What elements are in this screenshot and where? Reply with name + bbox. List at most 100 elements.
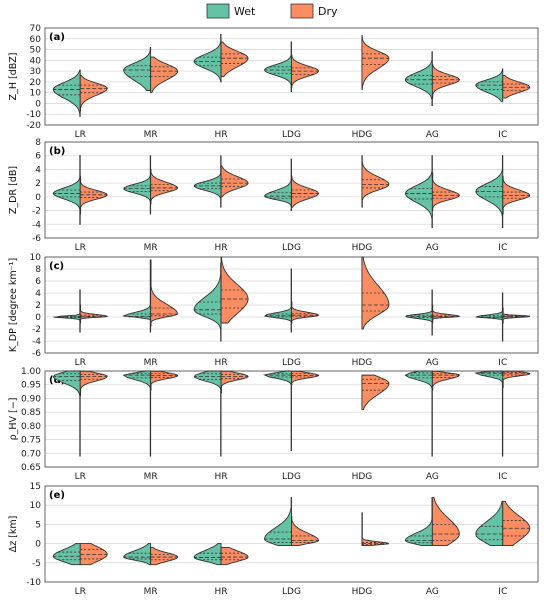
- y-tick-label: 50: [30, 46, 42, 56]
- x-tick-label-mr: MR: [144, 243, 158, 253]
- violin-wet-ag: [404, 155, 433, 229]
- violin-dry-ag: [431, 64, 460, 99]
- y-tick-label: 5: [35, 520, 41, 530]
- panel-4: 0.650.700.750.800.850.900.951.00(d)ρ_HV …: [8, 367, 539, 482]
- x-tick-label-mr: MR: [144, 587, 158, 597]
- y-tick-label: 6: [35, 152, 41, 162]
- panel-3: -6 -4 -2 0 2 4 6 8 10 (c) K_DP [degree km⁻¹] LR MR HR…: [8, 253, 539, 368]
- violin-dry-ic: [502, 74, 531, 99]
- y-tick-label: -4: [32, 337, 41, 347]
- y-tick-label: 10: [30, 253, 42, 263]
- y-tick-label: 0.90: [21, 394, 41, 404]
- y-tick-label: 1.00: [21, 367, 41, 377]
- y-tick-label: 4: [35, 289, 41, 299]
- y-tick-label: 15: [30, 482, 41, 492]
- x-tick-label-ic: IC: [498, 587, 507, 597]
- violin-wet-lr: [52, 69, 81, 117]
- violin-wet-ldg: [264, 158, 292, 212]
- y-tick-label: -20: [26, 121, 41, 131]
- x-tick-label-ic: IC: [498, 358, 507, 368]
- plot-frame: [44, 27, 539, 126]
- x-tick-label-hr: HR: [215, 358, 228, 368]
- violin-dry-hdg: [361, 155, 390, 208]
- violin-dry-lr: [79, 370, 108, 397]
- violin-wet-hr: [194, 370, 222, 457]
- violin-wet-ic: [474, 370, 504, 457]
- plot-frame: [44, 485, 539, 583]
- violin-wet-lr: [52, 543, 81, 566]
- legend-swatch-dry: [290, 3, 314, 19]
- y-tick-label: 8: [35, 265, 41, 275]
- violin-dry-mr: [150, 56, 179, 94]
- y-tick-label: 0.80: [21, 422, 41, 432]
- violin-dry-hr: [220, 165, 249, 198]
- x-tick-label-lr: LR: [75, 472, 86, 482]
- panel-5: -10 -5 0 5 10 15 (e) Δz [km] LR MR HR LDG HDG AG IC: [8, 482, 539, 597]
- panel-label: (b): [49, 146, 65, 157]
- x-tick-label-lr: LR: [75, 130, 86, 140]
- y-tick-label: -2: [32, 207, 41, 217]
- x-tick-label-hdg: HDG: [352, 358, 373, 368]
- y-tick-label: 10: [30, 501, 42, 511]
- y-tick-label: 0.95: [21, 381, 41, 391]
- y-tick-label: 0.70: [21, 449, 41, 459]
- violin-dry-hdg: [361, 512, 389, 546]
- violin-wet-lr: [52, 370, 81, 457]
- y-tick-label: 0: [35, 99, 41, 109]
- y-tick-label: 0.75: [21, 436, 41, 446]
- panel-2: -6 -4 -2 0 2 4 6 8 (b) Z_DR [dB] LR MR HR LDG HDG AG IC: [8, 138, 539, 253]
- x-tick-label-ldg: LDG: [282, 243, 301, 253]
- x-tick-label-mr: MR: [144, 358, 158, 368]
- legend: Wet Dry: [206, 3, 338, 19]
- violin-wet-mr: [123, 155, 152, 215]
- violin-dry-ic: [502, 500, 531, 546]
- panel-label: (a): [49, 32, 65, 43]
- legend-label-dry: Dry: [318, 5, 338, 18]
- y-tick-label: 40: [30, 56, 42, 66]
- x-tick-label-ag: AG: [426, 243, 439, 253]
- x-tick-label-hdg: HDG: [352, 472, 373, 482]
- y-tick-label: 10: [30, 89, 42, 99]
- x-tick-label-lr: LR: [75, 358, 86, 368]
- x-tick-label-hdg: HDG: [352, 130, 373, 140]
- violin-wet-mr: [122, 259, 152, 333]
- plot-frame: [44, 256, 539, 354]
- violin-dry-ag: [431, 370, 460, 391]
- x-tick-label-ldg: LDG: [282, 587, 301, 597]
- y-tick-label: 8: [35, 138, 41, 148]
- violin-wet-ldg: [263, 370, 292, 451]
- violin-dry-ldg: [291, 175, 319, 208]
- violin-wet-mr: [123, 46, 152, 91]
- violin-dry-mr: [150, 546, 179, 566]
- x-tick-label-ldg: LDG: [282, 358, 301, 368]
- violin-wet-ag: [405, 289, 433, 336]
- x-tick-label-ag: AG: [426, 472, 439, 482]
- x-tick-label-mr: MR: [144, 130, 158, 140]
- x-tick-label-lr: LR: [75, 243, 86, 253]
- x-tick-label-mr: MR: [144, 472, 158, 482]
- y-tick-label: 30: [30, 67, 42, 77]
- y-tick-label: 6: [35, 277, 41, 287]
- violin-wet-ldg: [264, 497, 292, 546]
- violin-wet-hr: [193, 543, 222, 566]
- violin-wet-hr: [193, 155, 222, 208]
- x-tick-label-ag: AG: [426, 130, 439, 140]
- y-tick-label: 0: [35, 313, 41, 323]
- x-tick-label-ic: IC: [498, 243, 507, 253]
- x-tick-label-ldg: LDG: [282, 472, 301, 482]
- y-axis-label: Z_DR [dB]: [8, 166, 19, 214]
- violin-dry-ag: [431, 304, 461, 324]
- x-tick-label-hr: HR: [215, 130, 228, 140]
- y-tick-label: 0.85: [21, 408, 41, 418]
- panel-label: (c): [49, 261, 64, 272]
- y-tick-label: -10: [26, 578, 41, 588]
- violin-dry-ldg: [291, 370, 320, 386]
- violin-dry-hr: [220, 546, 249, 566]
- y-axis-label: Δz [km]: [8, 516, 19, 553]
- y-tick-label: -10: [26, 110, 41, 120]
- plot-frame: [44, 141, 539, 239]
- y-tick-label: 0: [35, 193, 41, 203]
- x-tick-label-ic: IC: [498, 472, 507, 482]
